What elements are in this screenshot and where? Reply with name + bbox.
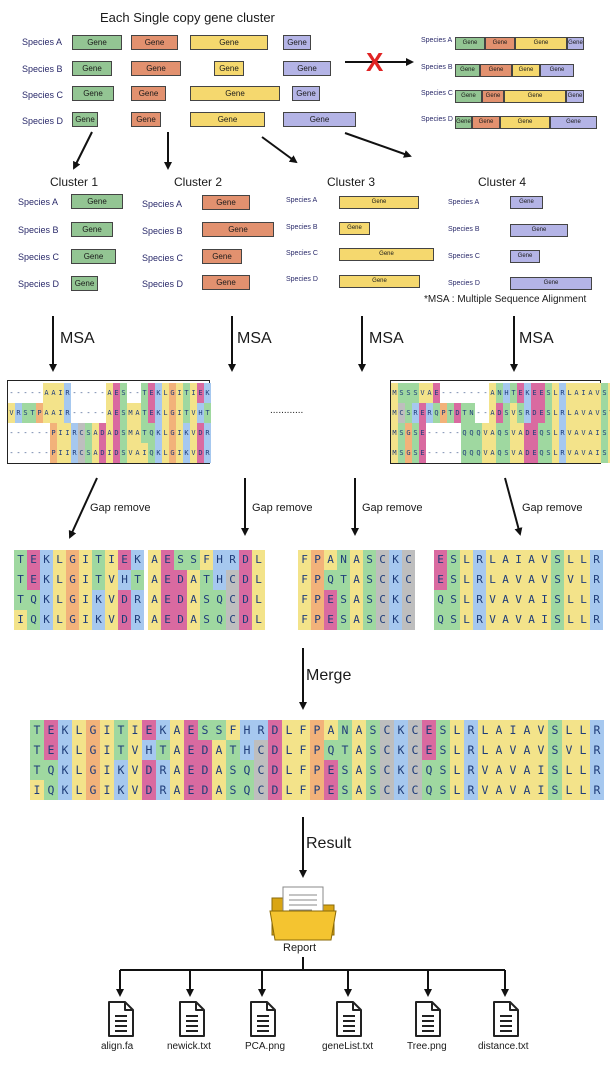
report-tree-arrows <box>116 970 509 997</box>
file-icon-genelist <box>336 1001 362 1037</box>
arrow-to-cluster-3 <box>261 136 298 164</box>
report-folder-icon <box>269 886 337 941</box>
file-icon-distance <box>493 1001 519 1037</box>
arrow-to-cluster-4 <box>344 132 412 158</box>
file-icon-pca <box>250 1001 276 1037</box>
arrow-to-cluster-1 <box>73 131 93 170</box>
report-tree-lines <box>120 957 505 971</box>
gap-arrow-1 <box>68 477 98 539</box>
file-icon-align <box>108 1001 134 1037</box>
file-icon-newick <box>179 1001 205 1037</box>
file-icon-tree <box>415 1001 441 1037</box>
file-icons <box>108 1001 519 1037</box>
gap-arrow-4 <box>504 477 523 536</box>
